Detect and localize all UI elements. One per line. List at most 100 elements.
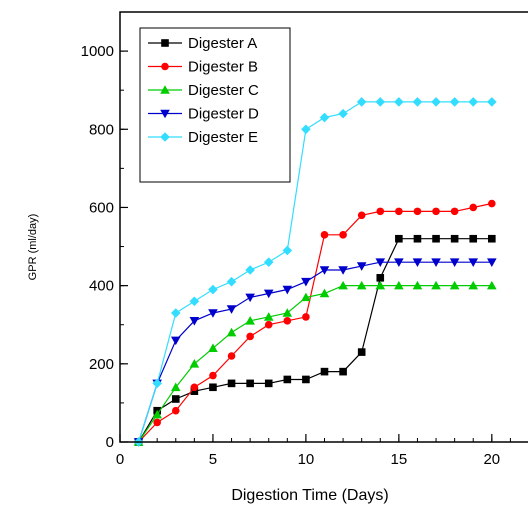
legend-box <box>139 27 291 183</box>
x-tick-label: 5 <box>209 451 217 468</box>
y-tick-label: 1000 <box>81 43 114 60</box>
data-point <box>227 379 236 388</box>
legend-label: Digester D <box>188 106 259 123</box>
data-point <box>302 313 310 321</box>
data-point <box>160 85 170 94</box>
data-point <box>376 274 385 282</box>
data-point <box>282 308 293 317</box>
data-point <box>468 258 479 267</box>
data-point <box>226 276 237 287</box>
y-tick-labels: 0 200 400 600 800 1000 <box>81 43 114 451</box>
data-point <box>245 316 255 325</box>
series-layer <box>133 97 497 447</box>
data-point <box>283 317 292 325</box>
data-point <box>301 124 311 135</box>
data-point <box>469 234 478 243</box>
data-point <box>468 97 479 107</box>
x-tick-label: 0 <box>116 451 124 468</box>
data-point <box>356 280 367 290</box>
data-point <box>227 352 236 360</box>
data-point <box>226 327 237 337</box>
data-point <box>450 234 459 243</box>
series-line <box>138 238 492 443</box>
data-point <box>376 207 385 216</box>
data-point <box>487 97 497 107</box>
data-point <box>375 280 386 290</box>
data-point <box>263 257 274 267</box>
data-point <box>245 265 255 275</box>
x-axis-label: Digestion Time (Days) <box>231 487 388 504</box>
legend: Digester A Digester B Digester C Digester D… <box>139 27 291 183</box>
data-point <box>449 280 460 290</box>
legend-label: Digester B <box>188 59 258 76</box>
data-point <box>264 379 273 388</box>
data-point <box>263 289 274 299</box>
data-point <box>189 317 200 326</box>
data-point <box>170 308 181 318</box>
y-tick-label: 400 <box>89 278 114 295</box>
data-point <box>488 199 496 208</box>
data-point <box>189 359 200 368</box>
data-point <box>301 292 311 302</box>
data-point <box>283 375 292 384</box>
data-point <box>282 285 293 295</box>
data-point <box>431 97 441 107</box>
data-point <box>449 97 460 107</box>
y-axis-label: GPR (ml/day) <box>27 214 39 281</box>
data-point <box>487 258 497 267</box>
data-point <box>209 383 217 392</box>
data-point <box>208 343 218 352</box>
data-point <box>395 207 403 216</box>
data-point <box>356 262 367 271</box>
data-point <box>449 258 460 267</box>
data-point <box>431 258 441 267</box>
x-tick-label: 20 <box>483 451 500 468</box>
legend-entry: Digester A <box>148 35 257 52</box>
legend-entry: Digester E <box>148 129 258 146</box>
data-point <box>246 379 254 388</box>
series-digester-e <box>133 97 497 447</box>
data-point <box>413 207 422 216</box>
y-tick-label: 800 <box>89 121 114 138</box>
data-point <box>190 387 199 395</box>
data-point <box>208 284 218 295</box>
data-point <box>412 258 423 267</box>
data-point <box>320 367 329 376</box>
series-digester-d <box>133 258 497 447</box>
x-tick-label: 15 <box>391 451 408 468</box>
data-point <box>170 382 181 392</box>
series-line <box>138 285 492 443</box>
data-point <box>338 108 348 119</box>
data-point <box>339 367 347 376</box>
data-point <box>468 280 479 290</box>
legend-entry: Digester D <box>148 106 259 123</box>
data-point <box>208 309 218 318</box>
data-point <box>338 280 348 290</box>
data-point <box>171 406 180 415</box>
plot-frame <box>119 11 528 443</box>
data-point <box>339 231 347 239</box>
data-point <box>152 409 162 419</box>
data-point <box>160 109 170 119</box>
data-point <box>488 234 496 243</box>
data-point <box>171 395 180 403</box>
data-point <box>320 231 329 239</box>
data-point <box>245 293 255 303</box>
series-digester-b <box>134 199 496 446</box>
data-point <box>246 332 254 341</box>
data-point <box>160 132 170 142</box>
legend-entry: Digester C <box>148 82 259 99</box>
data-point <box>394 258 404 267</box>
data-point <box>412 97 423 107</box>
series-digester-c <box>133 280 497 446</box>
data-point <box>263 312 274 321</box>
data-point <box>394 97 404 107</box>
data-point <box>319 112 330 123</box>
legend-label: Digester E <box>188 129 258 146</box>
data-point <box>469 203 478 212</box>
data-point <box>375 258 386 267</box>
data-point <box>170 336 181 346</box>
data-point <box>189 296 200 307</box>
data-point <box>356 97 367 107</box>
data-point <box>152 378 162 389</box>
